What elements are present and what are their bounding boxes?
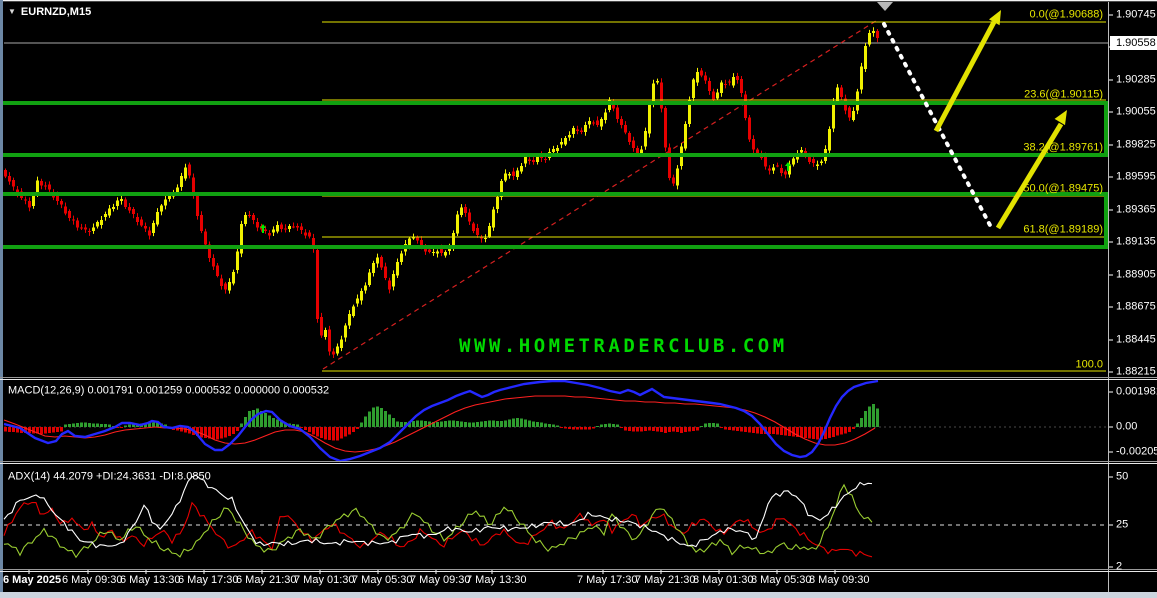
axis-separator-line — [1108, 2, 1109, 592]
symbol-timeframe-label[interactable]: ▼ EURNZD,M15 — [8, 5, 91, 19]
price-axis-label: 1.88675 — [1116, 300, 1156, 313]
price-axis-label: 1.89135 — [1116, 235, 1156, 248]
panel-divider[interactable] — [0, 461, 1157, 462]
adx-axis-label: 50 — [1116, 470, 1129, 483]
time-axis-label: 7 May 13:30 — [466, 574, 527, 586]
time-axis-label: 6 May 09:30 — [62, 574, 123, 586]
time-axis-label: 7 May 09:30 — [410, 574, 471, 586]
adx-axis-label: 2 — [1116, 560, 1123, 573]
window-border-top — [0, 0, 1157, 1]
fib-level-label: 0.0(@1.90688) — [1029, 8, 1103, 21]
time-axis-label: 6 May 13:30 — [120, 574, 181, 586]
macd-axis-label: -0.002054 — [1116, 445, 1157, 458]
window-border-top-shadow — [0, 1, 1157, 2]
price-axis-label: 1.89825 — [1116, 138, 1156, 151]
time-axis-label: 7 May 17:30 — [577, 574, 638, 586]
fib-level-label: 50.0(@1.89475) — [1023, 182, 1103, 195]
signal-markers — [260, 162, 791, 233]
price-axis-label: 1.90055 — [1116, 105, 1156, 118]
macd-axis-label: 0.00 — [1116, 420, 1138, 433]
macd-main-line — [3, 379, 879, 463]
time-axis-label: 6 May 2025 — [3, 574, 62, 586]
window-border-left — [0, 0, 3, 592]
adx-indicator-label: ADX(14) 44.2079 +DI:24.3631 -DI:8.0850 — [8, 470, 211, 483]
price-axis-label: 1.89595 — [1116, 170, 1156, 183]
price-axis-label: 1.90745 — [1116, 8, 1156, 21]
peak-triangle-marker — [877, 2, 893, 11]
time-axis-label: 7 May 05:30 — [352, 574, 413, 586]
symbol-text: EURNZD,M15 — [20, 6, 92, 18]
fib-level-label: 23.6(@1.90115) — [1024, 88, 1103, 101]
time-axis-label: 6 May 21:30 — [236, 574, 297, 586]
window-border-bottom — [0, 592, 1157, 598]
adx-minus-di-line — [3, 501, 873, 558]
price-axis-label: 1.89365 — [1116, 203, 1156, 216]
adx-axis-label: 25 — [1116, 518, 1129, 531]
forecast-arrows — [933, 10, 1067, 230]
panel-divider-highlight — [0, 379, 1157, 380]
time-axis-label: 6 May 17:30 — [178, 574, 239, 586]
panel-divider-highlight — [0, 463, 1157, 464]
current-price-tag: 1.90558 — [1110, 36, 1157, 50]
time-axis-label: 8 May 01:30 — [693, 574, 754, 586]
price-axis-label: 1.88445 — [1116, 333, 1156, 346]
fib-level-label: 38.2(@1.89761) — [1023, 141, 1103, 154]
price-axis-label: 1.88215 — [1116, 365, 1156, 378]
time-axis-label: 8 May 05:30 — [751, 574, 812, 586]
time-axis-label: 7 May 01:30 — [294, 574, 355, 586]
adx-main-line — [3, 474, 873, 549]
price-axis-label: 1.88905 — [1116, 268, 1156, 281]
time-axis-label: 7 May 21:30 — [635, 574, 696, 586]
macd-axis-label: 0.001981 — [1116, 385, 1157, 398]
chevron-down-icon[interactable]: ▼ — [8, 7, 16, 16]
fibonacci-zones — [0, 101, 1108, 249]
time-axis-border — [0, 569, 1157, 570]
macd-indicator-label: MACD(12,26,9) 0.001791 0.001259 0.000532… — [8, 384, 330, 397]
fib-level-label: 100.0 — [1075, 358, 1103, 371]
fib-level-label: 61.8(@1.89189) — [1023, 223, 1103, 236]
macd-histogram — [4, 404, 1106, 441]
time-axis-label: 8 May 09:30 — [809, 574, 870, 586]
price-axis-label: 1.90285 — [1116, 73, 1156, 86]
panel-divider[interactable] — [0, 377, 1157, 378]
watermark-text: WWW.HOMETRADERCLUB.COM — [459, 335, 788, 357]
time-axis-border-highlight — [0, 571, 1157, 572]
fibonacci-lines — [322, 21, 1106, 372]
